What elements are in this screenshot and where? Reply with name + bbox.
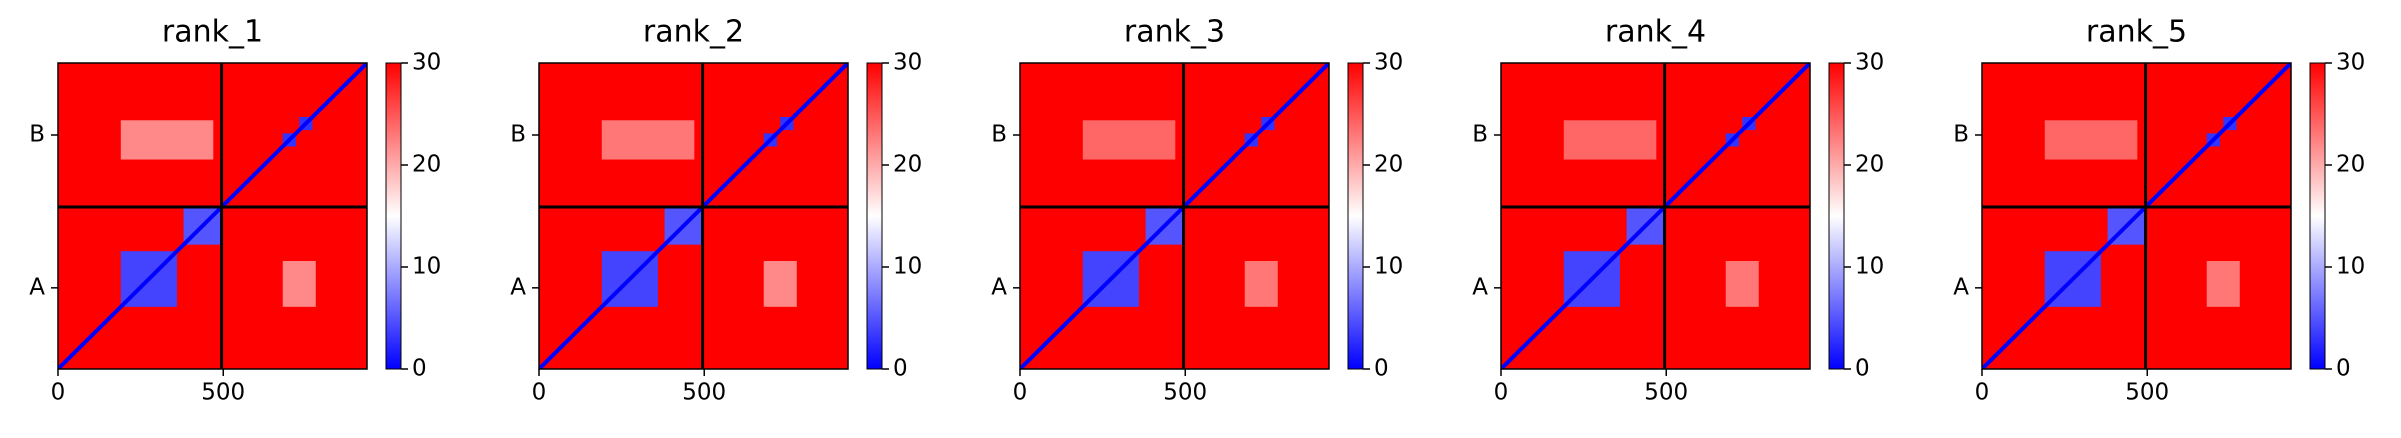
- colorbar: [1828, 62, 1845, 370]
- colorbar-tick-label: 20: [1855, 152, 1884, 178]
- colorbar-tick-label: 0: [1855, 356, 1870, 382]
- y-tick-label: B: [1472, 122, 1488, 148]
- x-tick-label: 500: [1644, 380, 1688, 406]
- colorbar: [1347, 62, 1364, 370]
- colorbar-tick-label: 0: [1374, 356, 1389, 382]
- diagonal: [58, 63, 367, 369]
- colorbar-tick-label: 20: [893, 152, 922, 178]
- colorbar-tick-label: 30: [1855, 50, 1884, 76]
- colorbar-tick-label: 30: [1374, 50, 1403, 76]
- colorbar: [385, 62, 402, 370]
- colorbar: [2309, 62, 2326, 370]
- chart-title: rank_3: [1124, 15, 1225, 50]
- chart-title: rank_1: [162, 15, 263, 50]
- heatmap-block: [1244, 261, 1278, 307]
- y-tick-label: A: [1472, 274, 1488, 300]
- colorbar-tick-label: 10: [2336, 254, 2365, 280]
- chart-title: rank_5: [2086, 15, 2187, 50]
- y-tick-label: B: [510, 122, 526, 148]
- heatmap-block: [2206, 261, 2240, 307]
- heatmap-block: [1082, 120, 1176, 160]
- heatmap-block: [1725, 261, 1759, 307]
- heatmap: [1982, 63, 2291, 369]
- colorbar-tick-label: 0: [2336, 356, 2351, 382]
- diagonal: [539, 63, 848, 369]
- x-tick-label: 500: [2125, 380, 2169, 406]
- y-tick-label: B: [991, 122, 1007, 148]
- y-tick-label: B: [1953, 122, 1969, 148]
- colorbar-tick-label: 10: [412, 254, 441, 280]
- heatmap-block: [282, 261, 316, 307]
- axes-frame: [538, 62, 849, 370]
- colorbar-tick-label: 0: [893, 356, 908, 382]
- x-tick-label: 0: [1494, 380, 1509, 406]
- heatmap: [1020, 63, 1329, 369]
- heatmap-block: [2044, 120, 2138, 160]
- colorbar-tick-label: 0: [412, 356, 427, 382]
- colorbar-tick-label: 10: [1855, 254, 1884, 280]
- heatmap-block: [1563, 120, 1657, 160]
- x-tick-label: 0: [1013, 380, 1028, 406]
- axes-frame: [1019, 62, 1330, 370]
- y-tick-label: A: [1953, 274, 1969, 300]
- y-tick-label: A: [29, 274, 45, 300]
- heatmap-block: [763, 261, 797, 307]
- x-tick-label: 0: [1975, 380, 1990, 406]
- x-tick-label: 0: [51, 380, 66, 406]
- diagonal: [1501, 63, 1810, 369]
- colorbar-tick-label: 10: [893, 254, 922, 280]
- y-tick-label: A: [510, 274, 526, 300]
- y-tick-label: A: [991, 274, 1007, 300]
- heatmap: [1501, 63, 1810, 369]
- axes-frame: [1500, 62, 1811, 370]
- axes-frame: [57, 62, 368, 370]
- heatmap-block: [120, 120, 214, 160]
- colorbar-tick-label: 20: [2336, 152, 2365, 178]
- colorbar: [866, 62, 883, 370]
- heatmap: [539, 63, 848, 369]
- colorbar-tick-label: 20: [1374, 152, 1403, 178]
- diagonal: [1020, 63, 1329, 369]
- axes-frame: [1981, 62, 2292, 370]
- y-tick-label: B: [29, 122, 45, 148]
- diagonal: [1982, 63, 2291, 369]
- x-tick-label: 500: [682, 380, 726, 406]
- x-tick-label: 500: [201, 380, 245, 406]
- chart-title: rank_4: [1605, 15, 1706, 50]
- heatmap: [58, 63, 367, 369]
- colorbar-tick-label: 30: [893, 50, 922, 76]
- colorbar-tick-label: 20: [412, 152, 441, 178]
- chart-title: rank_2: [643, 15, 744, 50]
- colorbar-tick-label: 30: [412, 50, 441, 76]
- x-tick-label: 500: [1163, 380, 1207, 406]
- colorbar-tick-label: 10: [1374, 254, 1403, 280]
- colorbar-tick-label: 30: [2336, 50, 2365, 76]
- heatmap-block: [601, 120, 695, 160]
- x-tick-label: 0: [532, 380, 547, 406]
